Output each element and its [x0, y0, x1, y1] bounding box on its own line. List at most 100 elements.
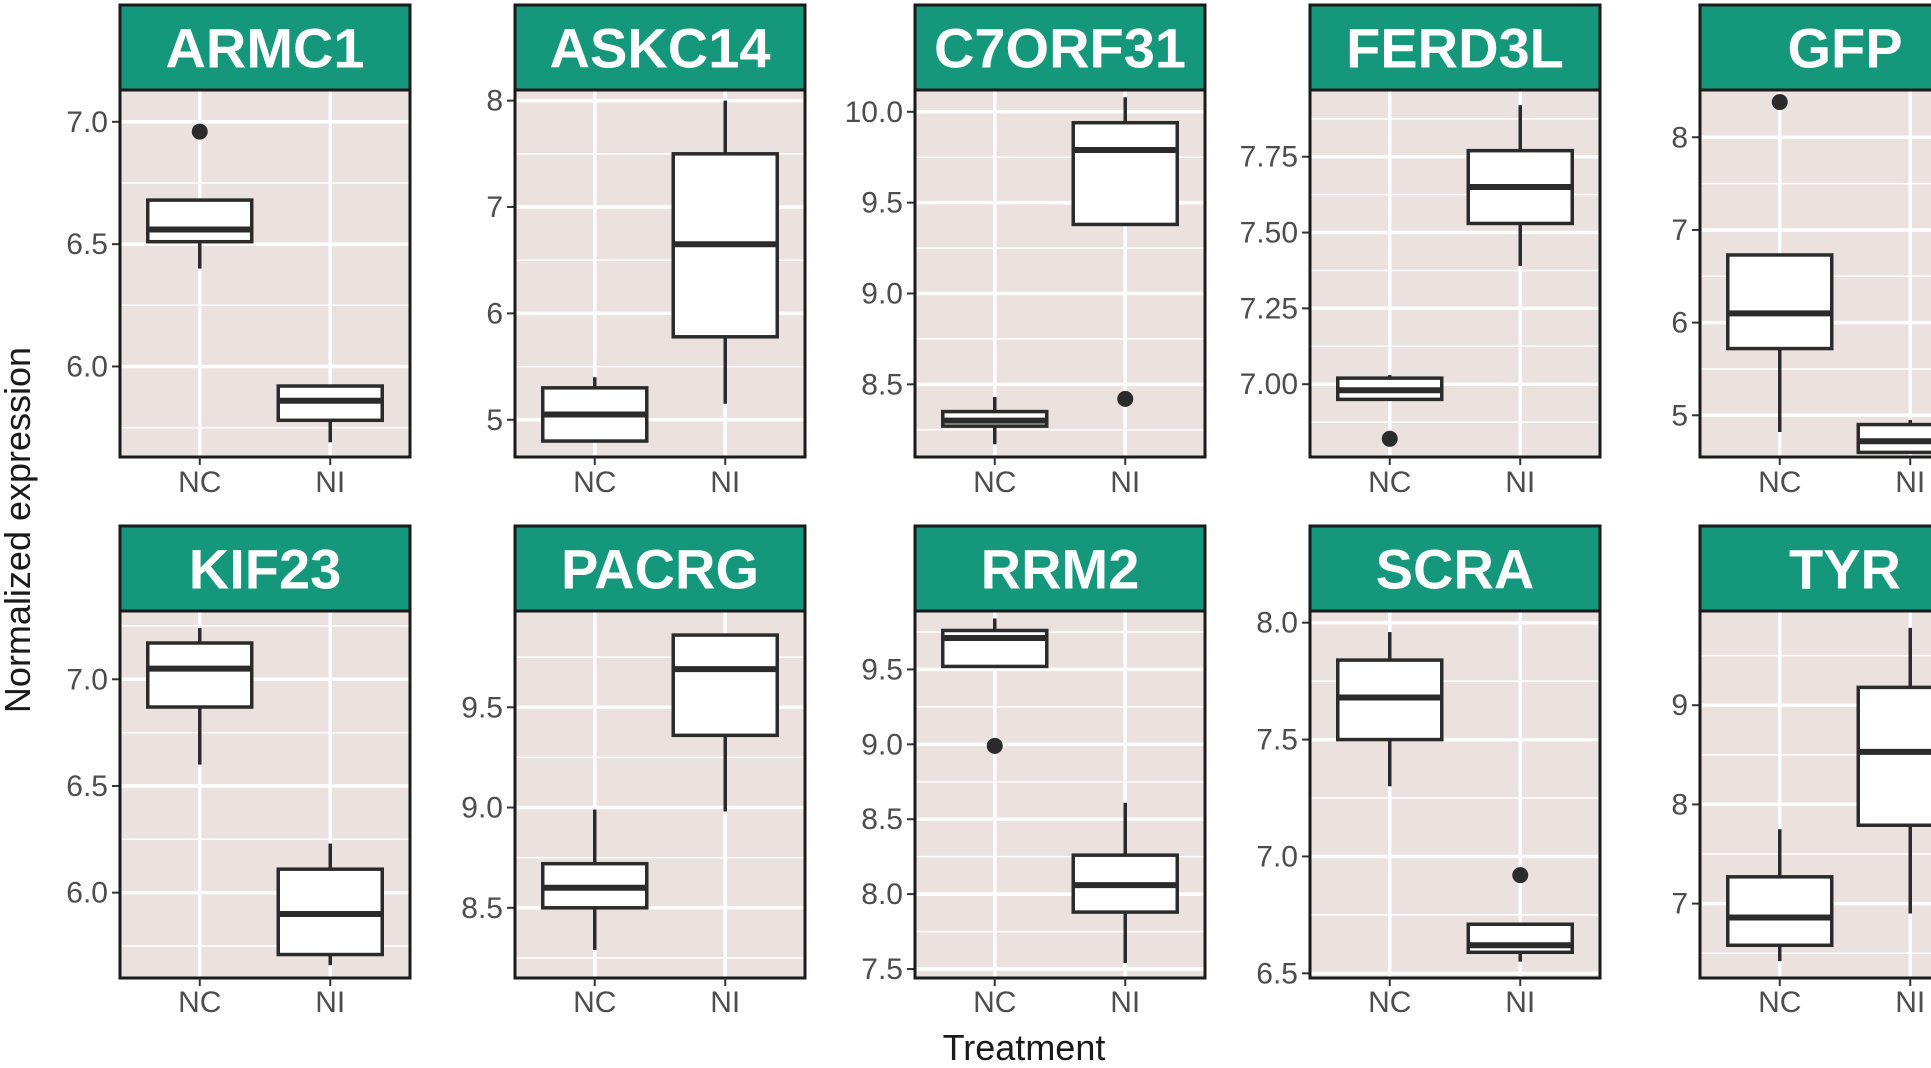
y-tick-label: 7.5 — [1256, 724, 1298, 757]
box-nc — [1726, 829, 1834, 962]
panel-background — [1310, 90, 1600, 457]
panel-gfp: 5 6 7 8 NC NI GFP — [1671, 3, 1931, 499]
iqr-box — [146, 198, 254, 244]
y-tick-label: 9.0 — [861, 277, 903, 310]
panel-askc14: 5 6 7 8 NC NI ASKC14 — [486, 3, 807, 499]
box-nc — [941, 618, 1049, 754]
y-tick-label: 6.5 — [1256, 957, 1298, 990]
box-ni — [1856, 419, 1931, 455]
x-tick-label: NC — [178, 466, 221, 499]
y-tick-label: 7.5 — [861, 953, 903, 986]
x-tick-label: NC — [973, 986, 1016, 1019]
facet-strip-label: PACRG — [561, 538, 759, 601]
facet-strip-label: TYR — [1789, 538, 1901, 601]
y-tick-label: 10.0 — [845, 96, 903, 129]
box-ni — [671, 100, 779, 404]
y-axis-title: Normalized expression — [0, 347, 38, 713]
y-tick-label: 7.0 — [66, 106, 108, 139]
panel-background — [915, 611, 1205, 978]
facet-strip-label: GFP — [1787, 17, 1902, 80]
y-tick-label: 8.0 — [1256, 607, 1298, 640]
x-axis-title: Treatment — [943, 1027, 1106, 1068]
y-tick-label: 7.0 — [66, 663, 108, 696]
y-tick-label: 8.5 — [861, 368, 903, 401]
box-nc — [146, 628, 254, 765]
facet-strip-label: KIF23 — [189, 538, 342, 601]
outlier-point — [986, 737, 1003, 754]
facet-strip — [513, 3, 807, 92]
y-tick-label: 7 — [1671, 214, 1688, 247]
outlier-point — [1512, 867, 1529, 884]
y-tick-label: 6 — [1671, 307, 1688, 340]
y-tick-label: 9.5 — [861, 187, 903, 220]
panel-kif23: 6.0 6.5 7.0 NC NI KIF23 — [66, 524, 412, 1019]
facet-strip — [1308, 524, 1602, 613]
box-ni — [1071, 97, 1179, 407]
y-tick-label: 8 — [486, 85, 503, 118]
x-tick-label: NI — [1895, 986, 1925, 1019]
facet-strip — [118, 524, 412, 613]
x-tick-label: NI — [1110, 986, 1140, 1019]
x-tick-label: NI — [1110, 466, 1140, 499]
facet-strip — [1698, 3, 1931, 92]
facet-strip — [118, 3, 412, 92]
box-ni — [276, 384, 384, 443]
y-tick-label: 9.0 — [461, 792, 503, 825]
y-tick-label: 5 — [486, 404, 503, 437]
box-nc — [1336, 632, 1444, 787]
iqr-box — [1071, 120, 1179, 227]
y-tick-label: 9.5 — [461, 691, 503, 724]
box-ni — [1071, 802, 1179, 964]
facet-strip-label: ASKC14 — [550, 17, 771, 80]
box-ni — [1466, 105, 1574, 266]
outlier-point — [191, 123, 208, 140]
box-nc — [941, 397, 1049, 445]
box-ni — [1466, 867, 1574, 962]
box-nc — [1336, 375, 1444, 447]
y-tick-label: 6.5 — [66, 770, 108, 803]
x-tick-label: NI — [710, 466, 740, 499]
x-tick-label: NC — [1758, 986, 1801, 1019]
box-nc — [541, 809, 649, 950]
facet-strip-label: SCRA — [1376, 538, 1535, 601]
panel-rrm2: 7.5 8.0 8.5 9.0 9.5 NC NI RRM2 — [861, 524, 1207, 1019]
y-tick-label: 6.5 — [66, 228, 108, 261]
facet-strip — [1698, 524, 1931, 613]
outlier-point — [1117, 390, 1134, 407]
y-tick-label: 6.0 — [66, 877, 108, 910]
y-tick-label: 8.5 — [861, 803, 903, 836]
x-tick-label: NC — [1758, 466, 1801, 499]
facet-strip-label: ARMC1 — [165, 17, 364, 80]
x-tick-label: NC — [1368, 986, 1411, 1019]
y-tick-label: 9.0 — [861, 728, 903, 761]
x-tick-label: NC — [573, 466, 616, 499]
x-tick-label: NI — [710, 986, 740, 1019]
y-tick-label: 6.0 — [66, 350, 108, 383]
y-tick-label: 8 — [1671, 121, 1688, 154]
iqr-box — [1726, 253, 1834, 351]
y-tick-label: 9.5 — [861, 653, 903, 686]
iqr-box — [671, 633, 779, 738]
y-tick-label: 7 — [486, 191, 503, 224]
y-tick-label: 5 — [1671, 399, 1688, 432]
outlier-point — [1381, 430, 1398, 447]
y-tick-label: 7.50 — [1240, 217, 1298, 250]
facet-strip — [1308, 3, 1602, 92]
iqr-box — [146, 641, 254, 709]
y-tick-label: 7.25 — [1240, 292, 1298, 325]
box-ni — [1856, 627, 1931, 914]
x-tick-label: NC — [573, 986, 616, 1019]
facet-strip — [913, 3, 1207, 92]
x-tick-label: NC — [1368, 466, 1411, 499]
x-tick-label: NI — [1505, 986, 1535, 1019]
facet-strip-label: FERD3L — [1346, 17, 1564, 80]
facet-panels: 6.0 6.5 7.0 NC NI ARMC1 5 6 7 8 NC NI ASKC14 8.5 9.0 9.… — [66, 3, 1931, 1019]
box-ni — [671, 633, 779, 812]
panel-c7orf31: 8.5 9.0 9.5 10.0 NC NI C7ORF31 — [845, 3, 1207, 499]
y-tick-label: 7.75 — [1240, 141, 1298, 174]
iqr-box — [1856, 685, 1931, 827]
iqr-box — [1726, 875, 1834, 948]
y-tick-label: 7.0 — [1256, 840, 1298, 873]
facet-strip — [913, 524, 1207, 613]
